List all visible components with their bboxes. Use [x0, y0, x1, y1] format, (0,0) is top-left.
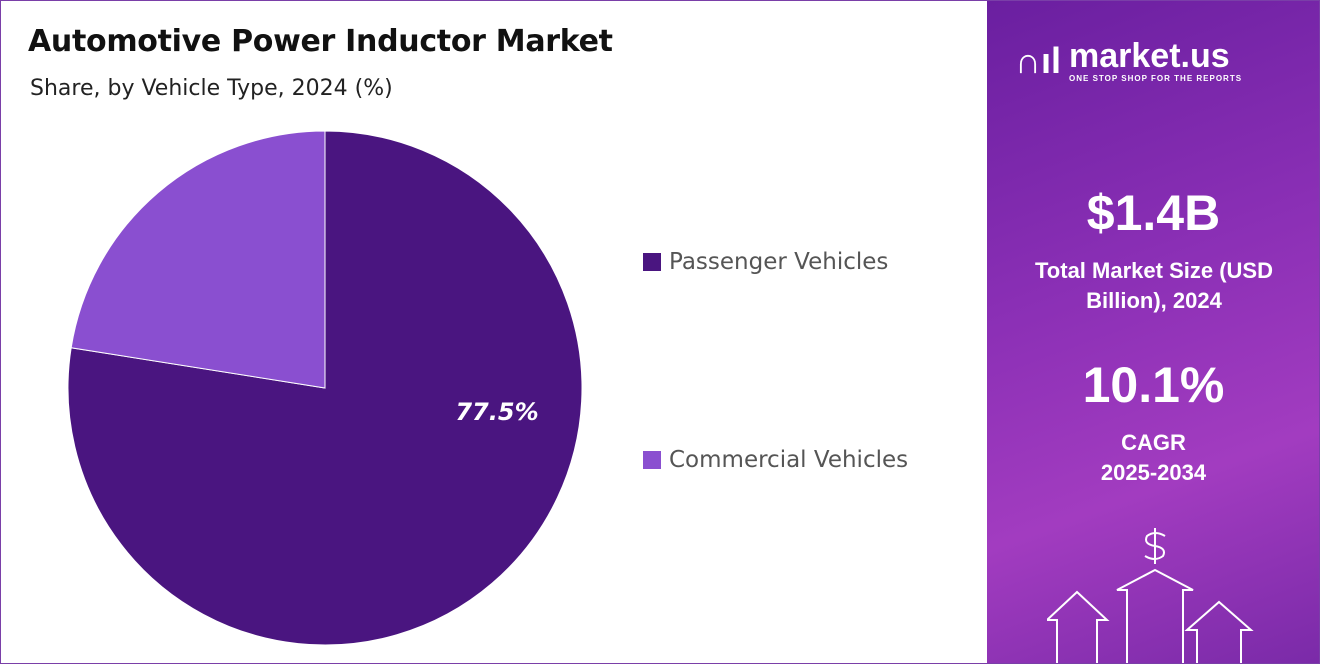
pie-chart: 77.5%: [67, 130, 583, 646]
legend-item-commercial: Commercial Vehicles: [643, 447, 908, 473]
summary-panel: ∩ıl market.us ONE STOP SHOP FOR THE REPO…: [987, 0, 1320, 664]
logo-icon: ∩ıl: [1015, 40, 1062, 81]
legend-item-passenger: Passenger Vehicles: [643, 249, 888, 275]
cagr-label: CAGR: [1121, 430, 1186, 455]
chart-subtitle: Share, by Vehicle Type, 2024 (%): [30, 76, 393, 101]
data-label: 77.5%: [455, 398, 538, 426]
legend-swatch: [643, 451, 661, 469]
logo-name: market.us: [1069, 37, 1230, 75]
cagr-period: 2025-2034: [1100, 460, 1207, 485]
market-size-value: $1.4B: [1086, 185, 1221, 241]
legend-label: Passenger Vehicles: [669, 249, 889, 275]
market-us-logo: ∩ıl market.us ONE STOP SHOP FOR THE REPO…: [1015, 38, 1242, 84]
cagr-value: 10.1%: [1082, 357, 1225, 413]
legend-swatch: [643, 253, 661, 271]
pie-slice-commercial-vehicles: [70, 130, 326, 389]
logo-tagline: ONE STOP SHOP FOR THE REPORTS: [1069, 74, 1243, 83]
pie-slice-passenger-vehicles: [67, 130, 583, 646]
market-size-label: Total Market Size (USD Billion), 2024: [1035, 258, 1273, 313]
chart-area: Automotive Power Inductor Market Share, …: [28, 24, 909, 646]
legend-label: Commercial Vehicles: [669, 447, 909, 473]
chart-title: Automotive Power Inductor Market: [28, 24, 613, 59]
growth-arrows-icon: [1047, 528, 1254, 664]
